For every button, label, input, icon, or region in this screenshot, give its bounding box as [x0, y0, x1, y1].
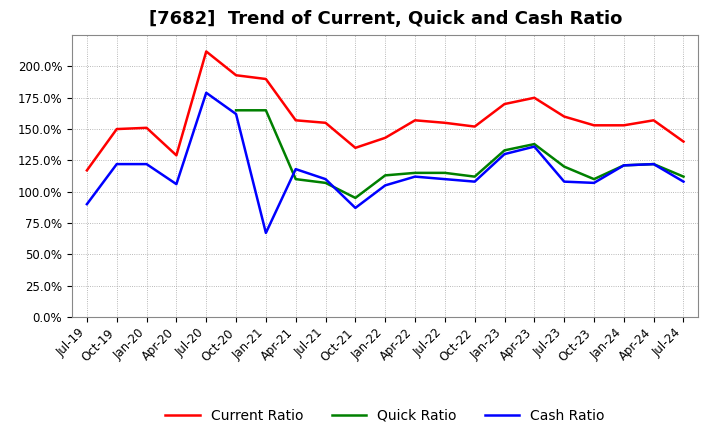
Quick Ratio — [619, 163, 628, 168]
Current Ratio — [560, 114, 569, 119]
Current Ratio — [261, 77, 270, 82]
Current Ratio — [619, 123, 628, 128]
Current Ratio — [321, 120, 330, 125]
Current Ratio — [381, 135, 390, 140]
Current Ratio — [679, 139, 688, 144]
Current Ratio — [112, 126, 121, 132]
Current Ratio — [143, 125, 151, 130]
Cash Ratio — [232, 111, 240, 117]
Cash Ratio — [590, 180, 598, 186]
Quick Ratio — [441, 170, 449, 176]
Current Ratio — [292, 117, 300, 123]
Cash Ratio — [321, 176, 330, 182]
Cash Ratio — [202, 90, 210, 95]
Quick Ratio — [410, 170, 419, 176]
Cash Ratio — [83, 202, 91, 207]
Line: Cash Ratio: Cash Ratio — [87, 93, 683, 233]
Current Ratio — [351, 145, 360, 150]
Quick Ratio — [381, 173, 390, 178]
Current Ratio — [202, 49, 210, 54]
Current Ratio — [83, 168, 91, 173]
Quick Ratio — [261, 108, 270, 113]
Cash Ratio — [441, 176, 449, 182]
Quick Ratio — [292, 176, 300, 182]
Cash Ratio — [649, 161, 658, 167]
Current Ratio — [172, 153, 181, 158]
Quick Ratio — [530, 141, 539, 147]
Cash Ratio — [261, 230, 270, 235]
Cash Ratio — [112, 161, 121, 167]
Line: Current Ratio: Current Ratio — [87, 51, 683, 170]
Title: [7682]  Trend of Current, Quick and Cash Ratio: [7682] Trend of Current, Quick and Cash … — [148, 10, 622, 28]
Current Ratio — [500, 101, 509, 106]
Cash Ratio — [500, 151, 509, 157]
Cash Ratio — [410, 174, 419, 179]
Quick Ratio — [351, 195, 360, 201]
Quick Ratio — [679, 174, 688, 179]
Legend: Current Ratio, Quick Ratio, Cash Ratio: Current Ratio, Quick Ratio, Cash Ratio — [160, 403, 611, 428]
Quick Ratio — [321, 180, 330, 186]
Cash Ratio — [619, 163, 628, 168]
Cash Ratio — [172, 181, 181, 187]
Line: Quick Ratio: Quick Ratio — [236, 110, 683, 198]
Quick Ratio — [590, 176, 598, 182]
Current Ratio — [470, 124, 479, 129]
Cash Ratio — [351, 205, 360, 211]
Current Ratio — [232, 73, 240, 78]
Cash Ratio — [470, 179, 479, 184]
Cash Ratio — [292, 166, 300, 172]
Current Ratio — [410, 117, 419, 123]
Quick Ratio — [560, 164, 569, 169]
Cash Ratio — [143, 161, 151, 167]
Current Ratio — [441, 120, 449, 125]
Quick Ratio — [232, 108, 240, 113]
Cash Ratio — [530, 144, 539, 149]
Cash Ratio — [381, 183, 390, 188]
Cash Ratio — [560, 179, 569, 184]
Current Ratio — [649, 117, 658, 123]
Current Ratio — [590, 123, 598, 128]
Quick Ratio — [500, 148, 509, 153]
Quick Ratio — [649, 161, 658, 167]
Quick Ratio — [470, 174, 479, 179]
Cash Ratio — [679, 179, 688, 184]
Current Ratio — [530, 95, 539, 100]
